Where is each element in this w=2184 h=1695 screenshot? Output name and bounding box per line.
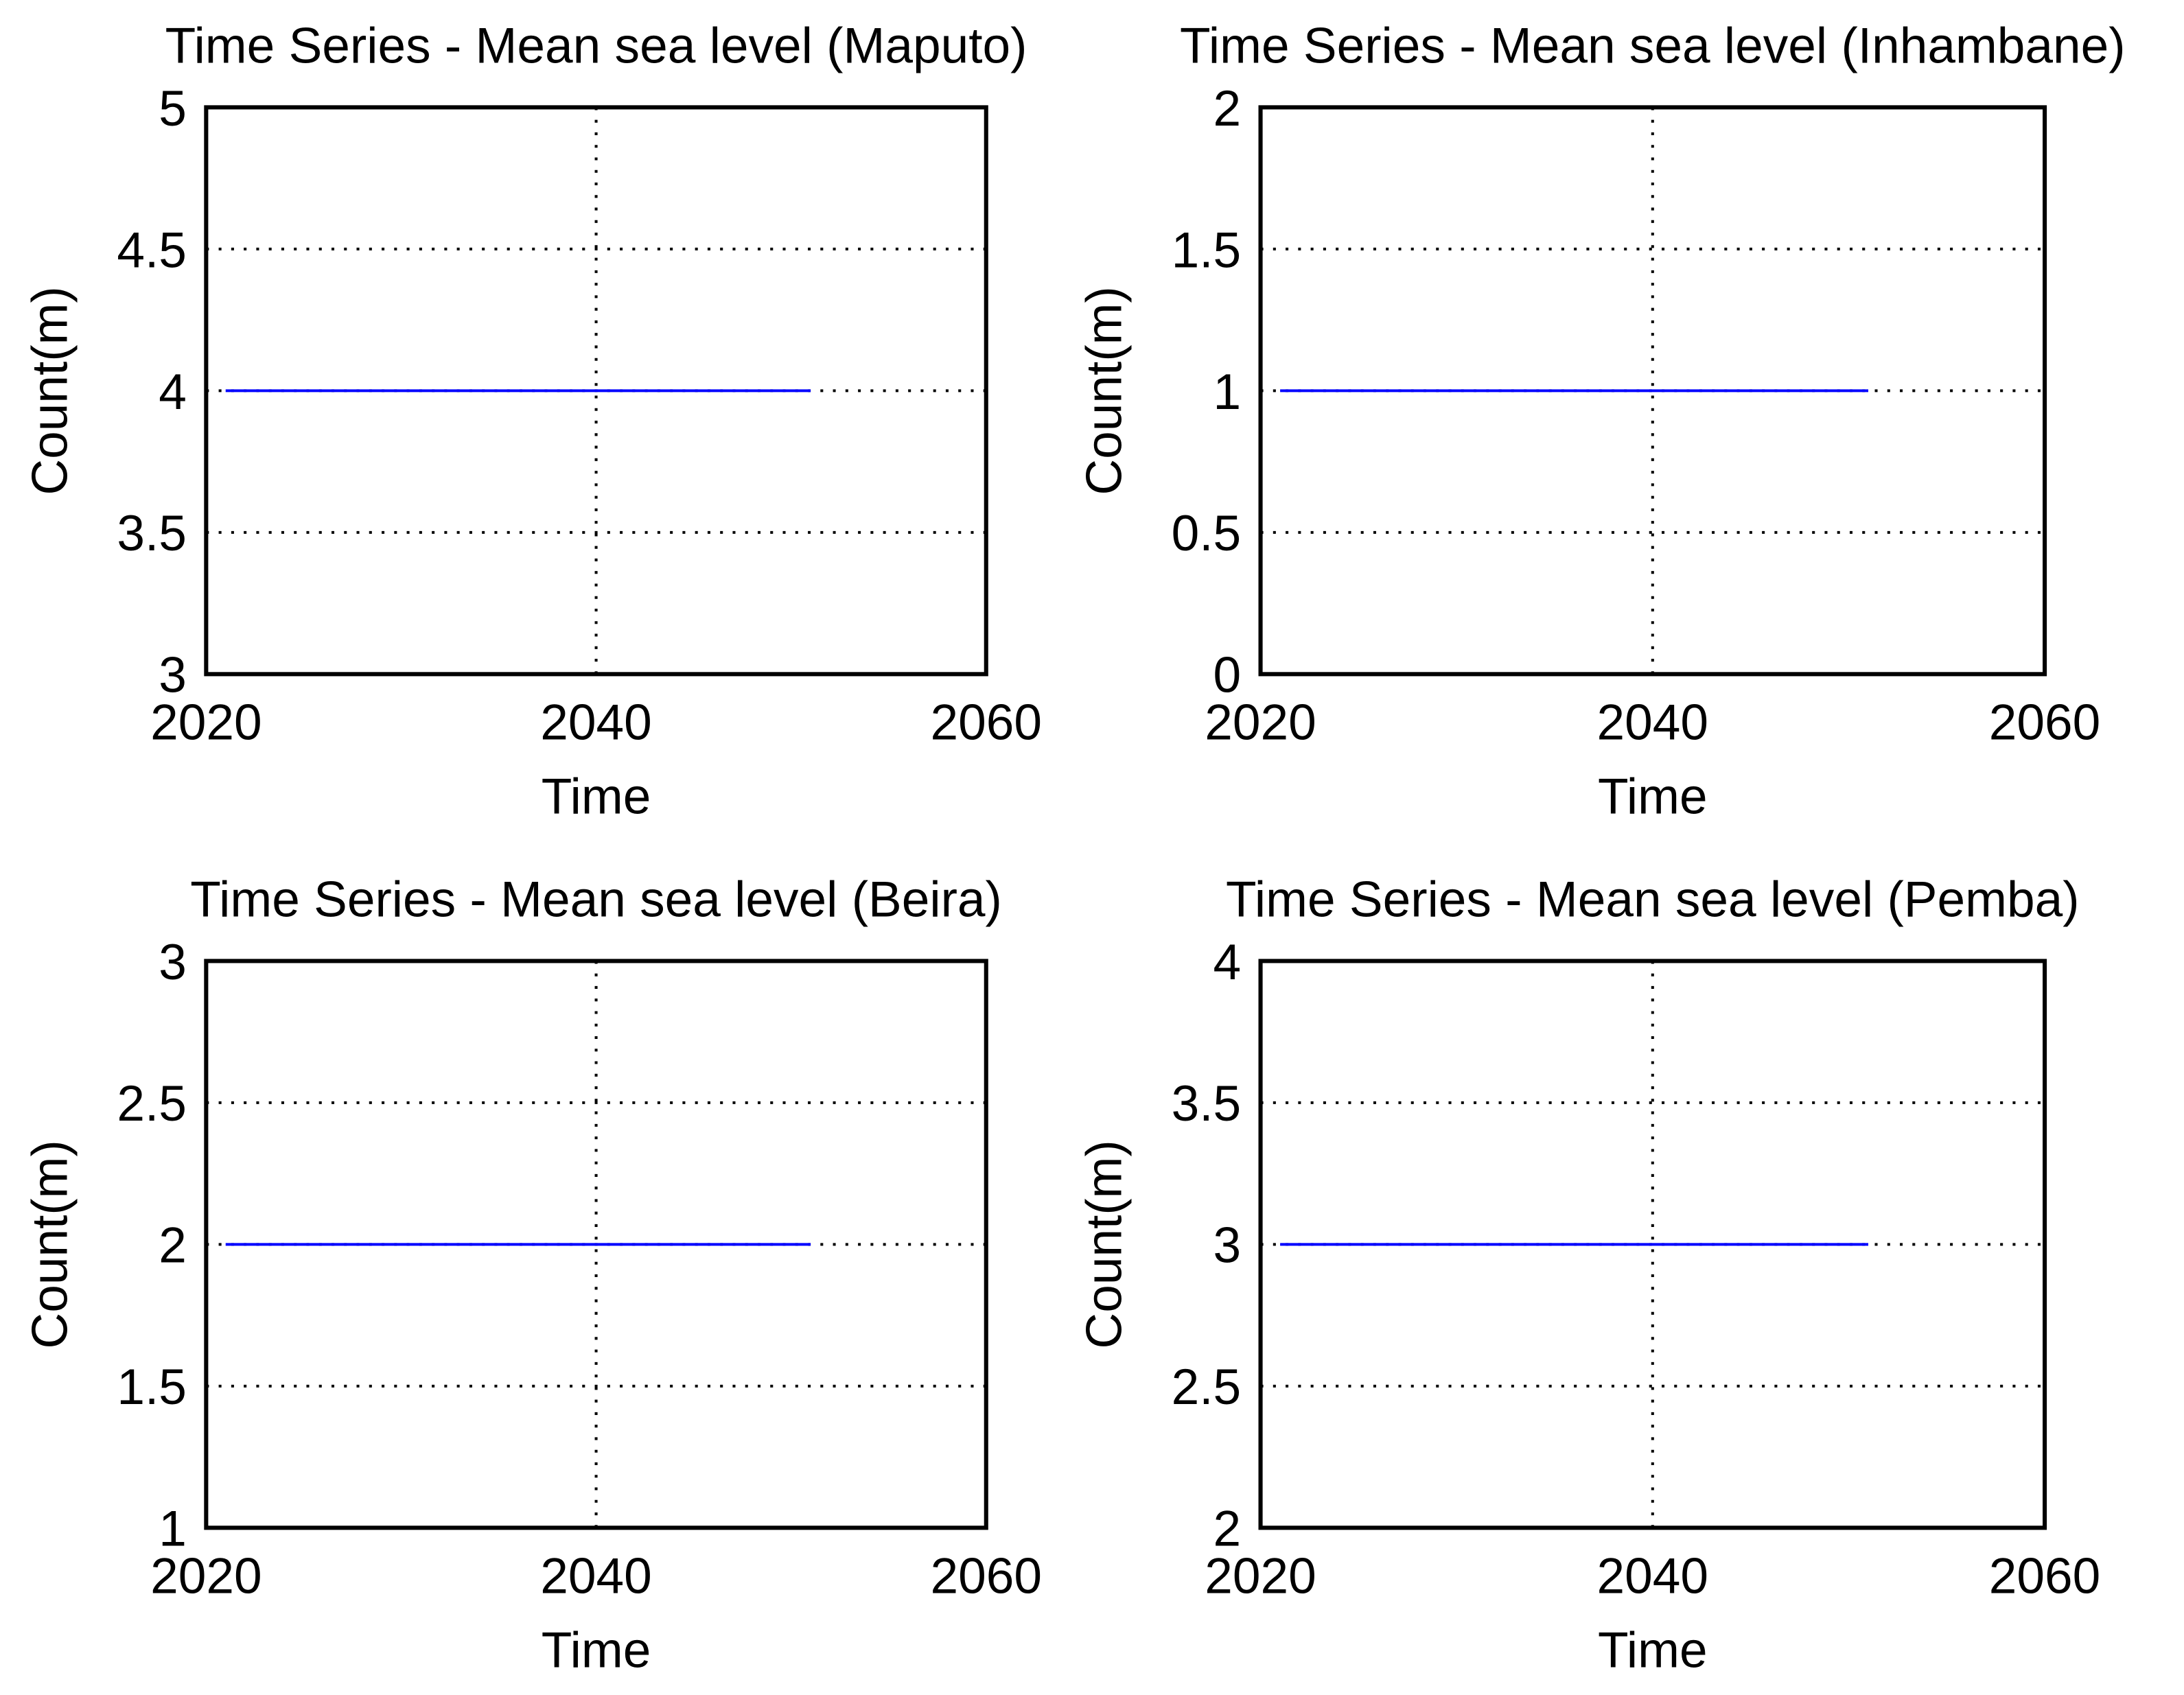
x-tick-label: 2040 (1597, 1549, 1709, 1604)
chart-title: Time Series - Mean sea level (Beira) (190, 872, 1002, 927)
y-tick-label: 1 (1213, 364, 1241, 420)
y-tick-label: 4 (159, 364, 187, 420)
y-tick-label: 3 (159, 935, 187, 990)
axes-box (204, 959, 988, 1530)
y-tick-label: 2 (1213, 81, 1241, 137)
axes-box (204, 105, 988, 677)
y-tick-label: 3 (159, 648, 187, 703)
x-tick-label: 2060 (931, 695, 1043, 751)
y-tick-label: 4.5 (117, 222, 187, 278)
y-tick-label: 1.5 (1172, 222, 1242, 278)
y-axis-label: Count(m) (22, 286, 78, 495)
x-tick-label: 2020 (1205, 695, 1316, 751)
chart-title: Time Series - Mean sea level (Maputo) (165, 18, 1027, 73)
x-tick-label: 2040 (540, 1549, 652, 1604)
y-tick-label: 3.5 (117, 506, 187, 561)
y-tick-label: 3 (1213, 1218, 1241, 1274)
x-tick-label: 2020 (1205, 1549, 1316, 1604)
y-axis-label: Count(m) (22, 1140, 78, 1348)
x-axis-label: Time (1598, 1622, 1708, 1678)
y-tick-label: 1.5 (117, 1359, 187, 1415)
x-tick-label: 2060 (1989, 1549, 2101, 1604)
chart-title: Time Series - Mean sea level (Pemba) (1226, 872, 2080, 927)
y-tick-label: 2 (1213, 1501, 1241, 1557)
y-tick-label: 4 (1213, 935, 1241, 990)
chart-title: Time Series - Mean sea level (Inhambane) (1180, 18, 2126, 73)
y-axis-label: Count(m) (1077, 286, 1132, 495)
y-tick-label: 2 (159, 1218, 187, 1274)
y-tick-label: 2.5 (1172, 1359, 1242, 1415)
x-tick-label: 2060 (1989, 695, 2101, 751)
y-tick-label: 0 (1213, 648, 1241, 703)
axes-box (1258, 959, 2047, 1530)
x-tick-label: 2060 (931, 1549, 1043, 1604)
x-tick-label: 2040 (540, 695, 652, 751)
y-tick-label: 2.5 (117, 1076, 187, 1132)
y-tick-label: 5 (159, 81, 187, 137)
x-axis-label: Time (1598, 769, 1708, 824)
x-axis-label: Time (542, 1622, 651, 1678)
y-tick-label: 0.5 (1172, 506, 1242, 561)
x-tick-label: 2020 (150, 1549, 262, 1604)
x-tick-label: 2040 (1597, 695, 1709, 751)
axes-box (1258, 105, 2047, 677)
x-axis-label: Time (542, 769, 651, 824)
y-tick-label: 3.5 (1172, 1076, 1242, 1132)
y-axis-label: Count(m) (1077, 1140, 1132, 1348)
y-tick-label: 1 (159, 1501, 187, 1557)
x-tick-label: 2020 (150, 695, 262, 751)
